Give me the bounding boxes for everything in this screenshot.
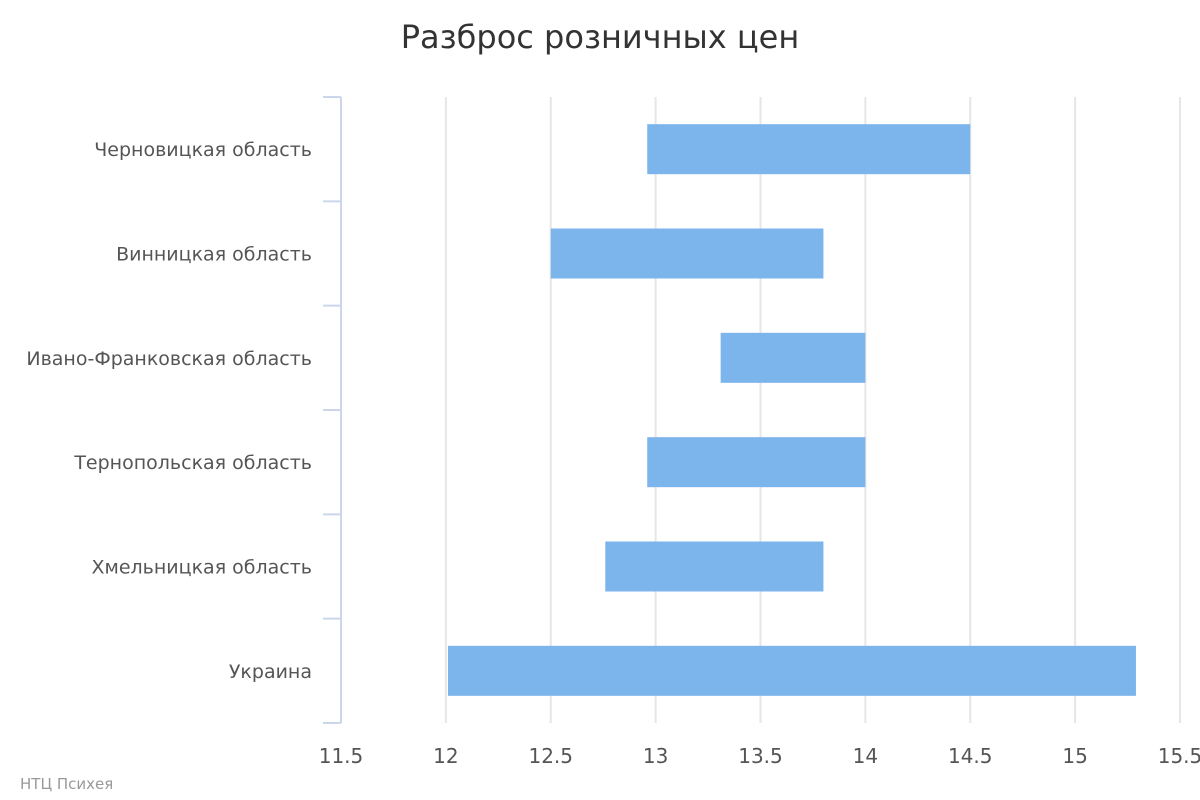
category-label: Черновицкая область (94, 139, 312, 161)
x-tick-label: 14.5 (948, 744, 993, 768)
gridlines (444, 97, 1181, 723)
range-bar (647, 437, 866, 488)
x-tick-label: 15 (1062, 744, 1087, 768)
x-tick-label: 12.5 (528, 744, 573, 768)
x-tick-label: 14 (853, 744, 878, 768)
category-label: Украина (229, 661, 312, 683)
category-labels: Черновицкая область Винницкая область Иван… (26, 139, 312, 683)
x-axis-tick-labels: 11.5 12 12.5 13 13.5 14 14.5 15 15.5 (319, 744, 1200, 768)
category-axis (323, 96, 342, 724)
bars (447, 124, 1136, 696)
category-label: Хмельницкая область (91, 557, 312, 579)
x-tick-label: 15.5 (1158, 744, 1200, 768)
range-bar (647, 124, 971, 175)
category-label: Ивано-Франковская область (26, 348, 312, 370)
x-tick-label: 12 (433, 744, 458, 768)
chart-title: Разброс розничных цен (401, 18, 800, 56)
range-bar (447, 645, 1136, 696)
range-bar (605, 541, 824, 592)
x-tick-label: 11.5 (319, 744, 364, 768)
x-tick-label: 13.5 (738, 744, 783, 768)
x-tick-label: 13 (643, 744, 668, 768)
category-label: Винницкая область (116, 244, 312, 266)
category-label: Тернопольская область (73, 452, 312, 474)
range-bar (720, 332, 866, 383)
range-bar (550, 228, 824, 279)
credits-label: НТЦ Психея (20, 775, 113, 793)
